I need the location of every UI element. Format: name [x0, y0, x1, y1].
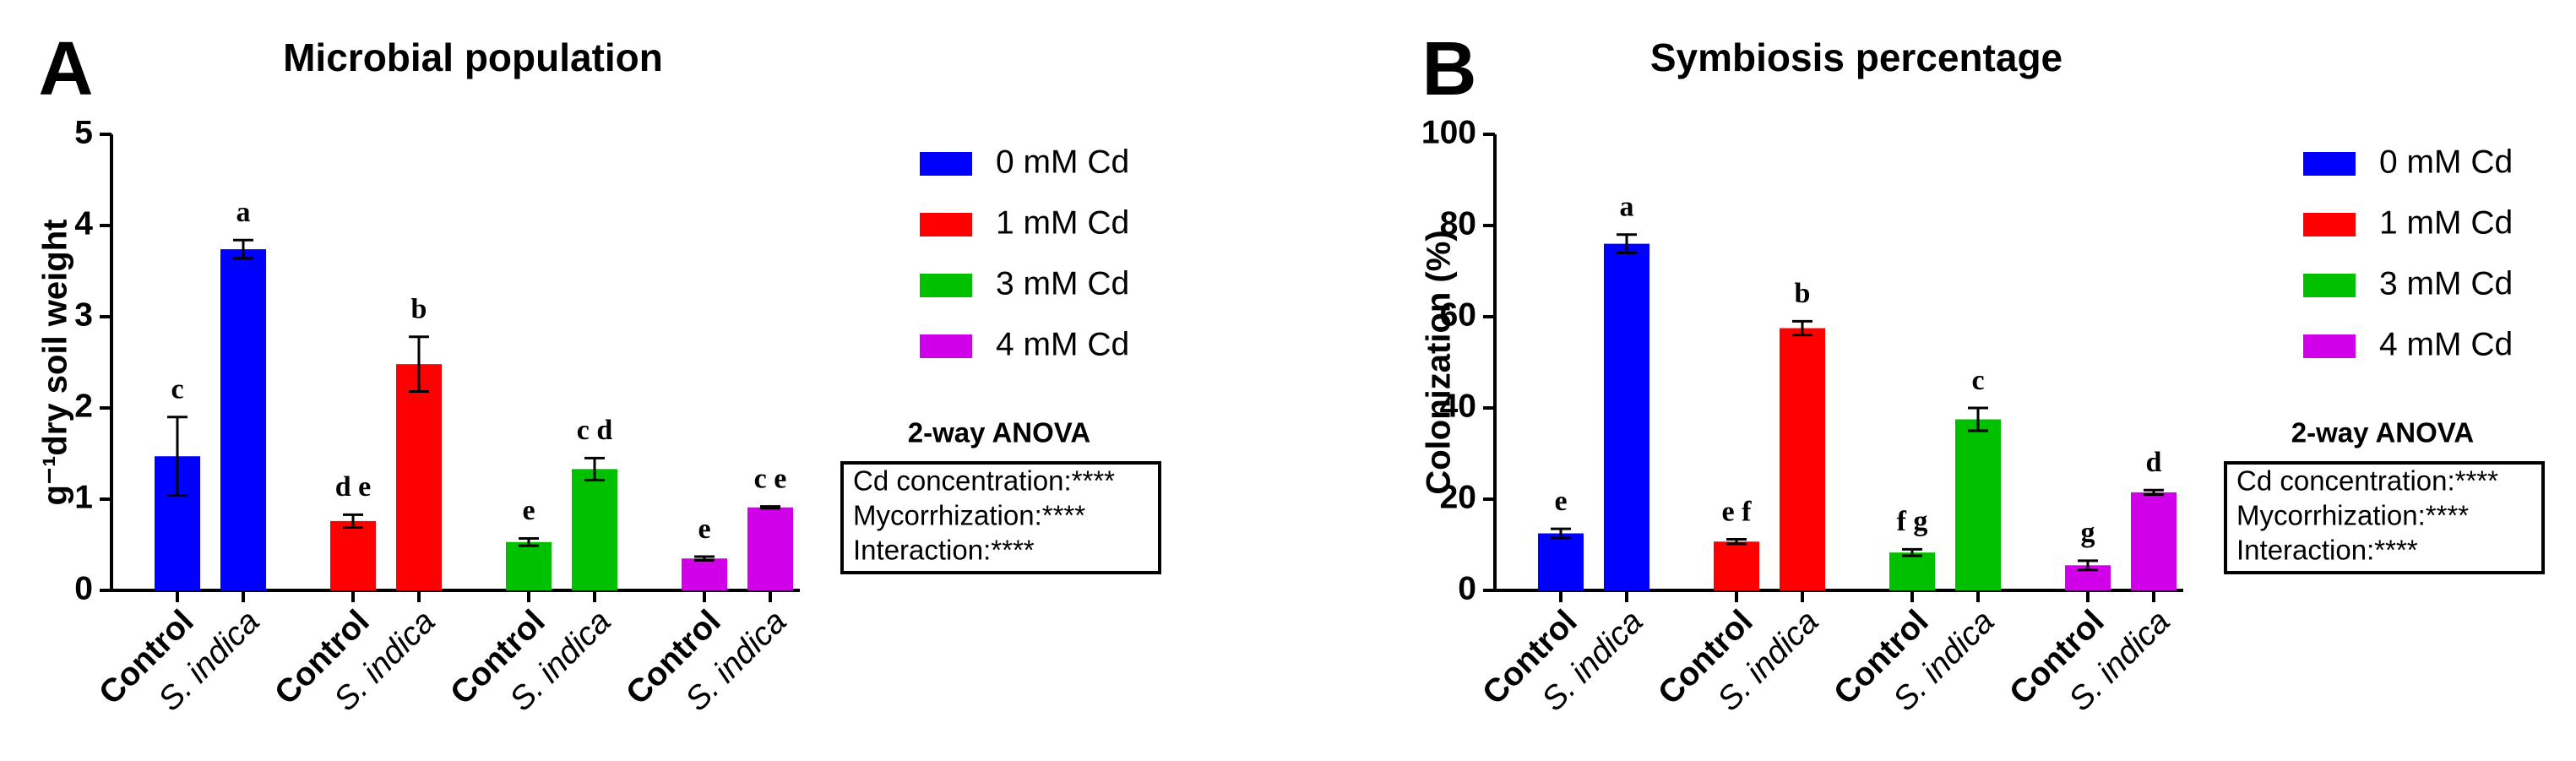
- legend-label: 3 mM Cd: [2379, 265, 2513, 302]
- significance-letter: f g: [1897, 506, 1928, 537]
- chart-title: Symbiosis percentage: [1650, 35, 2062, 79]
- bar: [1538, 533, 1584, 590]
- y-axis-label: Colonization (%): [1421, 230, 1458, 494]
- anova-box: [2224, 461, 2545, 574]
- y-tick-label: 3: [74, 296, 93, 333]
- y-tick-label: 5: [74, 114, 93, 150]
- significance-letter: g: [2081, 518, 2095, 549]
- bar: [747, 507, 793, 590]
- significance-letter: a: [236, 197, 251, 228]
- significance-letter: e: [522, 495, 535, 526]
- anova-title: 2-way ANOVA: [2291, 417, 2474, 448]
- legend-label: 3 mM Cd: [996, 265, 1129, 302]
- bar: [1780, 328, 1825, 590]
- bar: [572, 469, 617, 590]
- panel-label: B: [1422, 27, 1477, 111]
- significance-letter: e f: [1722, 496, 1753, 527]
- panel-label: A: [39, 27, 94, 111]
- bar: [682, 558, 727, 590]
- legend-swatch: [2303, 213, 2356, 236]
- anova-line: Cd concentration:****: [853, 465, 1115, 497]
- bar: [1714, 541, 1759, 590]
- y-tick-label: 20: [1440, 479, 1476, 515]
- significance-letter: c: [171, 374, 183, 405]
- significance-letter: a: [1620, 192, 1634, 223]
- bar: [1955, 419, 2001, 590]
- bar: [1604, 243, 1649, 590]
- bar: [506, 541, 552, 590]
- bar: [220, 249, 266, 590]
- bar: [396, 364, 442, 590]
- bar: [2131, 492, 2177, 590]
- legend-label: 0 mM Cd: [2379, 144, 2513, 180]
- legend-label: 1 mM Cd: [996, 204, 1129, 241]
- anova-box: [840, 461, 1161, 574]
- y-axis-label: g⁻¹dry soil weight: [37, 220, 74, 506]
- y-tick-label: 100: [1421, 114, 1476, 150]
- y-tick-label: 1: [74, 479, 93, 515]
- legend-swatch: [920, 334, 972, 358]
- significance-letter: b: [411, 294, 427, 325]
- y-tick-label: 80: [1440, 205, 1476, 242]
- significance-letter: c d: [577, 415, 613, 446]
- bar: [330, 520, 376, 590]
- bar: [1889, 552, 1935, 590]
- significance-letter: c: [1971, 365, 1984, 396]
- significance-letter: e: [1554, 486, 1567, 517]
- significance-letter: d e: [335, 471, 372, 503]
- legend-label: 4 mM Cd: [996, 326, 1129, 362]
- legend-swatch: [2303, 274, 2356, 297]
- legend-label: 4 mM Cd: [2379, 326, 2513, 362]
- legend-label: 0 mM Cd: [996, 144, 1129, 180]
- y-tick-label: 60: [1440, 296, 1476, 333]
- legend-swatch: [920, 152, 972, 176]
- y-tick-label: 2: [74, 388, 93, 424]
- anova-line: Cd concentration:****: [2236, 465, 2498, 497]
- y-tick-label: 0: [1458, 570, 1476, 606]
- significance-letter: d: [2146, 447, 2162, 478]
- legend-swatch: [2303, 152, 2356, 176]
- legend-label: 1 mM Cd: [2379, 204, 2513, 241]
- anova-line: Mycorrhization:****: [853, 500, 1085, 531]
- significance-letter: c e: [754, 463, 787, 494]
- y-tick-label: 4: [74, 205, 93, 242]
- legend-swatch: [920, 274, 972, 297]
- legend-swatch: [2303, 334, 2356, 358]
- anova-line: Interaction:****: [853, 535, 1035, 566]
- significance-letter: b: [1795, 278, 1811, 309]
- y-tick-label: 0: [74, 570, 93, 606]
- anova-line: Interaction:****: [2236, 535, 2418, 566]
- legend-swatch: [920, 213, 972, 236]
- anova-line: Mycorrhization:****: [2236, 500, 2469, 531]
- significance-letter: e: [698, 514, 710, 545]
- anova-title: 2-way ANOVA: [908, 417, 1090, 448]
- chart-title: Microbial population: [283, 35, 663, 79]
- y-tick-label: 40: [1440, 388, 1476, 424]
